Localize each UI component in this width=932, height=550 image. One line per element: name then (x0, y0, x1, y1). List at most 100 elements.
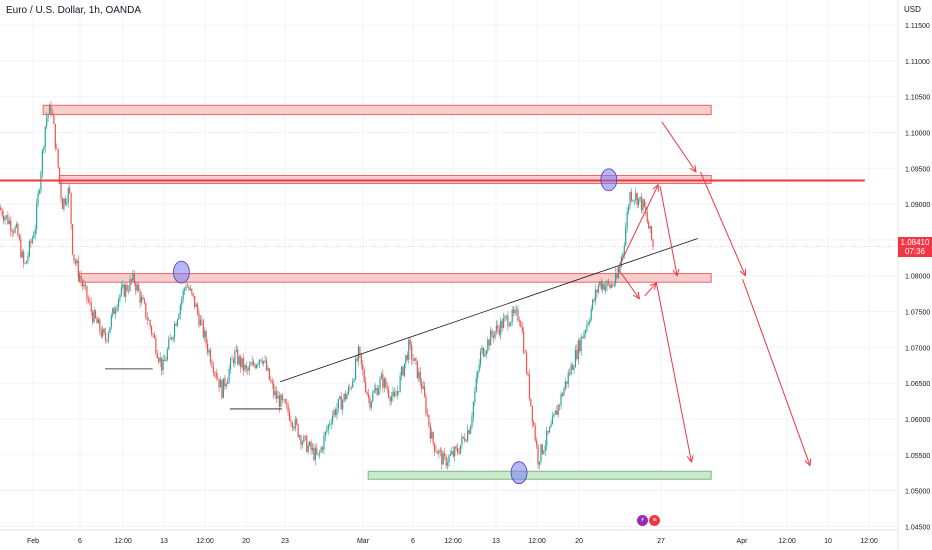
drawn-lines (0, 179, 898, 410)
candle-body (15, 224, 18, 228)
candle-body (25, 260, 28, 264)
candle-body (603, 283, 605, 291)
projection-arrow-head (632, 291, 641, 300)
candle-body (206, 343, 209, 353)
candle-body (533, 422, 535, 426)
candle-body (330, 422, 332, 425)
candle-body (504, 316, 506, 319)
lightning-icon[interactable]: ⚡ (637, 515, 648, 526)
candle-body (311, 447, 314, 451)
price-tick-label: 1.08000 (905, 274, 930, 281)
candle-body (314, 448, 316, 460)
candle-body (492, 335, 495, 338)
candle-body (523, 331, 525, 353)
candle-body (77, 260, 79, 278)
candle-body (181, 299, 183, 305)
candle-body (123, 284, 125, 297)
candle-body (602, 283, 604, 290)
candle-body (648, 221, 650, 229)
candle-body (324, 431, 327, 437)
candle-body (468, 430, 470, 434)
candle-body (67, 188, 69, 203)
highlight-circles (172, 168, 618, 485)
candle-body (609, 283, 611, 288)
candle-body (405, 355, 407, 364)
candle-body (446, 462, 449, 466)
candle-body (182, 290, 184, 300)
candle-body (521, 327, 523, 332)
candle-body (370, 401, 372, 408)
candle-body (173, 324, 176, 337)
resistance-zone (42, 104, 712, 116)
time-tick-label: 20 (575, 538, 583, 545)
candle-body (57, 148, 59, 168)
highlight-circle (172, 260, 190, 284)
candle-body (619, 265, 621, 271)
candle-body (373, 390, 375, 393)
candle-body (194, 296, 196, 307)
candle-body (11, 230, 13, 232)
candle-body (107, 333, 110, 341)
projection-arrow-head (804, 458, 812, 467)
price-tick-label: 1.07500 (905, 310, 930, 317)
candle-body (393, 391, 395, 397)
candle-body (23, 251, 25, 264)
candle-body (600, 281, 602, 290)
candle-body (176, 319, 179, 326)
projection-arrow-head (686, 455, 694, 464)
candle-body (363, 370, 365, 382)
candle-body (317, 453, 319, 455)
candle-body (344, 393, 347, 400)
candle-body (498, 328, 500, 335)
candle-body (537, 445, 539, 465)
price-tick-label: 1.11500 (905, 23, 930, 30)
candle-body (561, 393, 564, 396)
time-tick-label: 23 (281, 538, 289, 545)
candle-body (168, 338, 170, 350)
candle-body (169, 337, 171, 339)
us-flag-icon[interactable]: ≡ (649, 515, 660, 526)
candle-body (13, 231, 15, 233)
candle-body (224, 378, 226, 387)
candle-body (360, 354, 362, 365)
candle-body (20, 239, 22, 258)
candle-body (126, 284, 128, 291)
candle-body (557, 404, 559, 415)
candle-body (543, 450, 545, 454)
candle-body (366, 391, 368, 395)
candle-body (171, 337, 173, 340)
candle-body (280, 394, 282, 408)
candle-body (153, 334, 156, 339)
candle-body (347, 387, 350, 395)
candle-body (204, 331, 206, 337)
candle-body (84, 284, 87, 286)
candle-body (265, 360, 268, 371)
candle-body (196, 304, 199, 314)
candle-body (46, 117, 48, 127)
candle-body (570, 364, 572, 375)
candle-body (494, 331, 496, 338)
price-tick-label: 1.11000 (905, 59, 930, 66)
candle-body (53, 114, 55, 124)
candle-body (550, 424, 552, 428)
candle-body (248, 365, 250, 371)
candle-body (0, 207, 2, 210)
candle-body (254, 364, 256, 369)
candle-body (551, 416, 554, 425)
candle-body (544, 445, 546, 451)
candle-body (593, 299, 595, 301)
candle-body (36, 203, 38, 230)
candle-body (275, 391, 278, 399)
projection-arrow-head (689, 164, 697, 173)
candle-body (59, 167, 61, 181)
candle-body (86, 285, 88, 299)
candle-body (218, 379, 220, 388)
candle-body (251, 361, 253, 366)
currency-label: USD (904, 5, 921, 14)
candle-body (612, 284, 614, 286)
price-zones (42, 104, 712, 480)
candle-body (260, 359, 262, 361)
candle-body (615, 273, 617, 284)
